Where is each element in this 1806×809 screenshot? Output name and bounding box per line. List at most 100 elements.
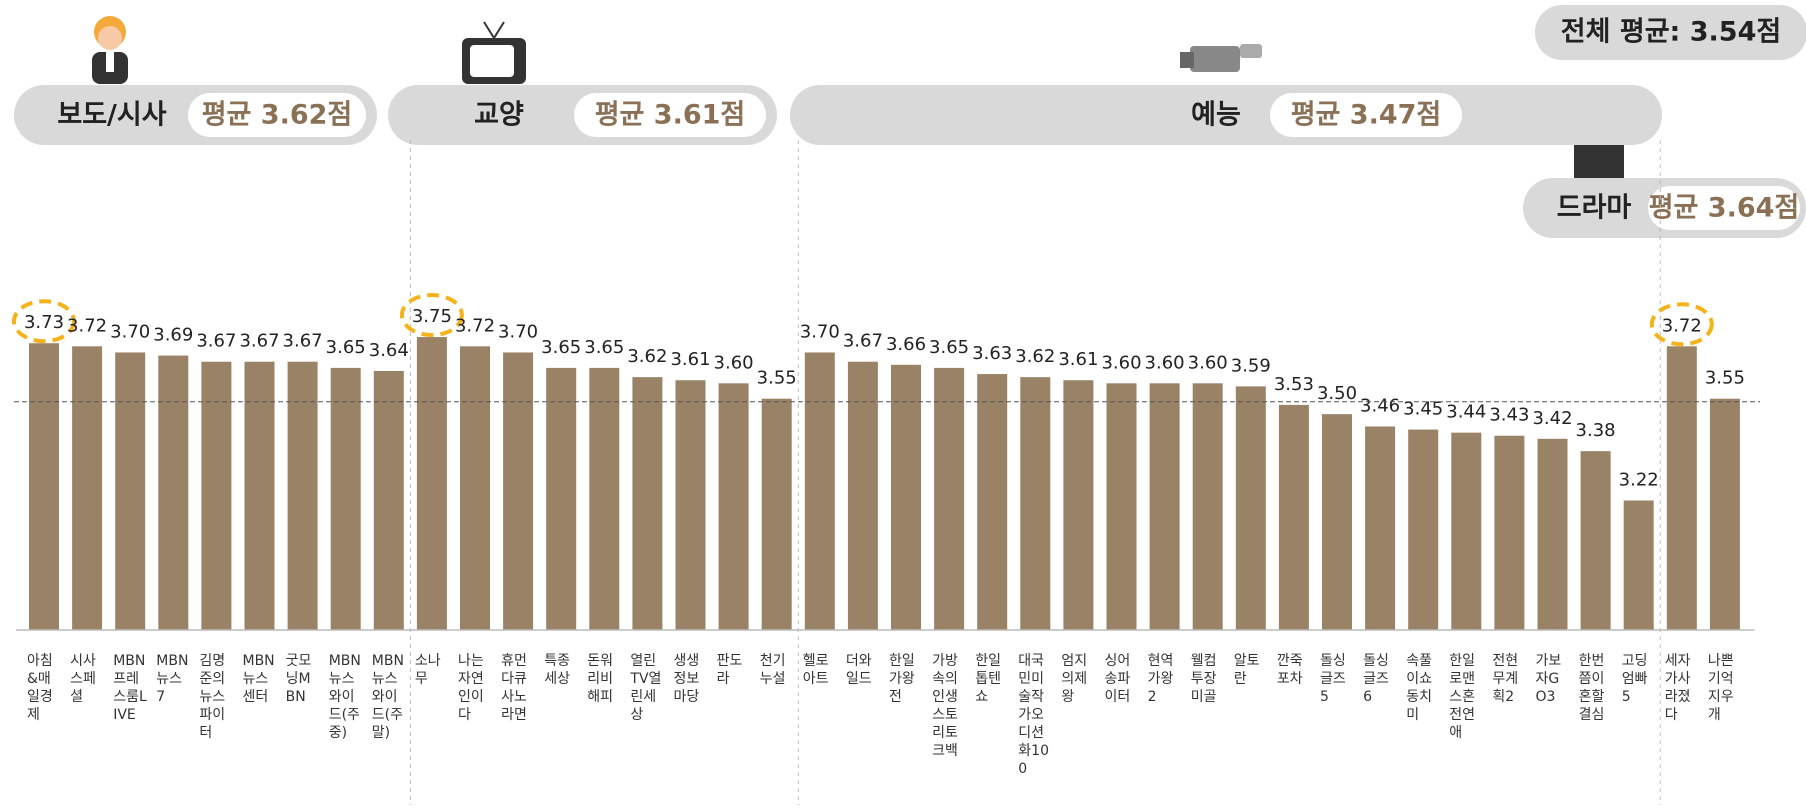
category-label: 한번쯤이혼할결심 xyxy=(1579,652,1613,724)
value-label: 3.65 xyxy=(326,337,366,358)
value-label: 3.69 xyxy=(153,325,193,346)
bar xyxy=(331,368,361,630)
bar xyxy=(977,374,1007,630)
category-label: 아침&매일경제 xyxy=(27,652,61,724)
value-label: 3.73 xyxy=(24,312,64,333)
category-label: 굿모닝MBN xyxy=(286,652,320,706)
bar xyxy=(762,399,792,630)
value-label: 3.55 xyxy=(1705,368,1745,389)
value-label: 3.72 xyxy=(67,315,107,336)
bar xyxy=(1494,436,1524,630)
value-label: 3.64 xyxy=(369,340,409,361)
bar xyxy=(1710,399,1740,630)
category-label: 돈워리비해피 xyxy=(587,652,621,706)
value-label: 3.44 xyxy=(1446,402,1486,423)
value-label: 3.65 xyxy=(584,337,624,358)
category-label: 알토란 xyxy=(1234,652,1268,688)
bar xyxy=(374,371,404,630)
value-label: 3.70 xyxy=(110,321,150,342)
value-label: 3.63 xyxy=(972,343,1012,364)
category-label: 천기누설 xyxy=(760,652,794,688)
category-label: 엄지의제왕 xyxy=(1061,652,1095,706)
value-label: 3.43 xyxy=(1489,405,1529,426)
category-label: 현역가왕2 xyxy=(1148,652,1182,706)
category-label: 소나무 xyxy=(415,652,449,688)
bar xyxy=(460,346,490,630)
value-label: 3.70 xyxy=(498,321,538,342)
category-label: 특종세상 xyxy=(544,652,578,688)
category-label: 돌싱글즈6 xyxy=(1363,652,1397,706)
category-label: 가보자GO3 xyxy=(1536,652,1570,706)
bar xyxy=(1581,451,1611,630)
value-label: 3.67 xyxy=(843,331,883,352)
category-label: 싱어송파이터 xyxy=(1105,652,1139,706)
category-label: 고딩엄빠5 xyxy=(1622,652,1656,706)
bar xyxy=(632,377,662,630)
value-label: 3.60 xyxy=(1145,352,1185,373)
value-label: 3.65 xyxy=(929,337,969,358)
value-label: 3.22 xyxy=(1619,469,1659,490)
value-label: 3.75 xyxy=(412,306,452,327)
group-name: 교양 xyxy=(474,100,524,131)
category-label: 가방속의인생스토리토크백 xyxy=(932,652,966,760)
value-label: 3.55 xyxy=(757,368,797,389)
overall-average: 전체 평균: 3.54점 xyxy=(1561,17,1781,48)
value-label: 3.72 xyxy=(1662,315,1702,336)
bar xyxy=(805,352,835,630)
value-label: 3.67 xyxy=(196,331,236,352)
bar xyxy=(934,368,964,630)
bar xyxy=(1322,414,1352,630)
category-label: 판도라 xyxy=(717,652,751,688)
bar xyxy=(1020,377,1050,630)
category-label: 헬로아트 xyxy=(803,652,837,688)
bar xyxy=(1236,386,1266,630)
category-label: 전현무계획2 xyxy=(1492,652,1526,706)
bar xyxy=(1408,430,1438,630)
value-label: 3.61 xyxy=(1058,349,1098,370)
category-label: MBN뉴스와이드(주중) xyxy=(329,652,363,742)
value-label: 3.60 xyxy=(1188,352,1228,373)
value-label: 3.46 xyxy=(1360,395,1400,416)
value-label: 3.38 xyxy=(1576,420,1616,441)
category-label: 열린TV열린세상 xyxy=(630,652,664,724)
value-label: 3.70 xyxy=(800,321,840,342)
category-label: 더와일드 xyxy=(846,652,880,688)
category-label: 돌싱글즈5 xyxy=(1320,652,1354,706)
category-label: 속풀이쇼동치미 xyxy=(1406,652,1440,724)
value-label: 3.50 xyxy=(1317,383,1357,404)
group-average: 평균 3.47점 xyxy=(1291,100,1442,131)
bar xyxy=(1667,346,1697,630)
category-label: 웰컴투장미골 xyxy=(1191,652,1225,706)
value-label: 3.61 xyxy=(670,349,710,370)
group-average: 평균 3.64점 xyxy=(1649,193,1800,224)
bar xyxy=(158,356,188,630)
value-label: 3.67 xyxy=(283,331,323,352)
bar xyxy=(676,380,706,630)
category-label: MBN뉴스와이드(주말) xyxy=(372,652,406,742)
group-name: 드라마 xyxy=(1557,193,1632,224)
value-label: 3.66 xyxy=(886,334,926,355)
bar xyxy=(503,352,533,630)
bar xyxy=(1193,383,1223,630)
category-label: MBN프레스룸LIVE xyxy=(113,652,147,724)
category-label: 세자가사라졌다 xyxy=(1665,652,1699,724)
bar xyxy=(1279,405,1309,630)
category-label: 생생정보마당 xyxy=(674,652,708,706)
page: 전체 평균: 3.54점 보도/시사평균 3.62점3.733.723.703.… xyxy=(0,0,1806,809)
value-label: 3.42 xyxy=(1532,408,1572,429)
value-label: 3.62 xyxy=(627,346,667,367)
group-name: 예능 xyxy=(1191,100,1241,131)
value-label: 3.60 xyxy=(714,352,754,373)
category-label: MBN뉴스7 xyxy=(156,652,190,706)
group-average: 평균 3.61점 xyxy=(595,100,746,131)
category-label: 깐죽포차 xyxy=(1277,652,1311,688)
value-label: 3.59 xyxy=(1231,355,1271,376)
bar xyxy=(1150,383,1180,630)
group-average: 평균 3.62점 xyxy=(202,100,353,131)
category-label: 나는자연인이다 xyxy=(458,652,492,724)
bar xyxy=(417,337,447,630)
bar xyxy=(1365,426,1395,630)
bar xyxy=(1538,439,1568,630)
category-label: 휴먼다큐사노라면 xyxy=(501,652,535,724)
bar xyxy=(115,352,145,630)
